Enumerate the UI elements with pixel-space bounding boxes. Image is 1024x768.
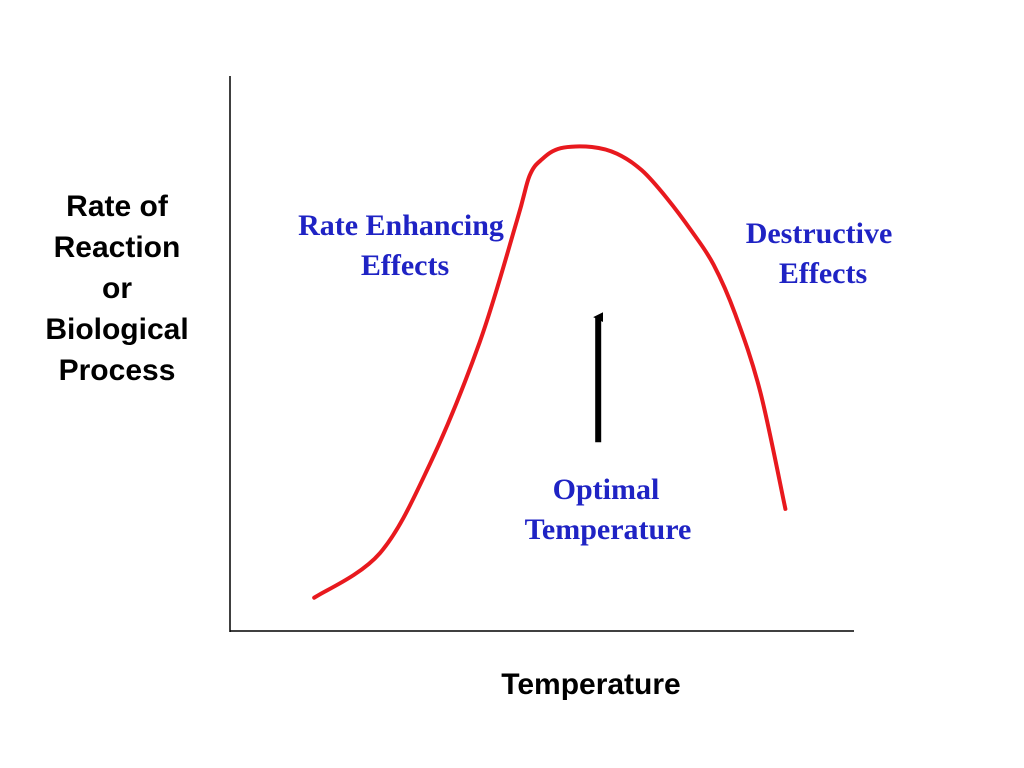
annotation-optimal-line1: Optimal: [553, 473, 660, 506]
y-axis-label-line: or: [102, 272, 132, 305]
annotation-rate-enhancing-line1: Rate Enhancing: [298, 209, 504, 242]
annotation-optimal-line2: Temperature: [525, 513, 692, 546]
x-axis-label: Temperature: [501, 668, 681, 701]
annotation-optimal: Optimal Temperature: [525, 473, 692, 546]
annotation-destructive: Destructive Effects: [746, 217, 893, 290]
y-axis-label-line: Biological: [45, 313, 188, 346]
y-axis-label-line: Process: [59, 354, 176, 387]
annotation-rate-enhancing: Rate Enhancing Effects: [298, 209, 504, 282]
annotation-destructive-line1: Destructive: [746, 217, 893, 250]
y-axis-label-line: Rate of: [66, 190, 169, 223]
annotation-destructive-line2: Effects: [779, 257, 867, 290]
y-axis-label-line: Reaction: [54, 231, 181, 264]
y-axis-label: Rate of Reaction or Biological Process: [45, 190, 188, 387]
annotation-rate-enhancing-line2: Effects: [361, 249, 449, 282]
rate-curve-line: [312, 144, 788, 600]
